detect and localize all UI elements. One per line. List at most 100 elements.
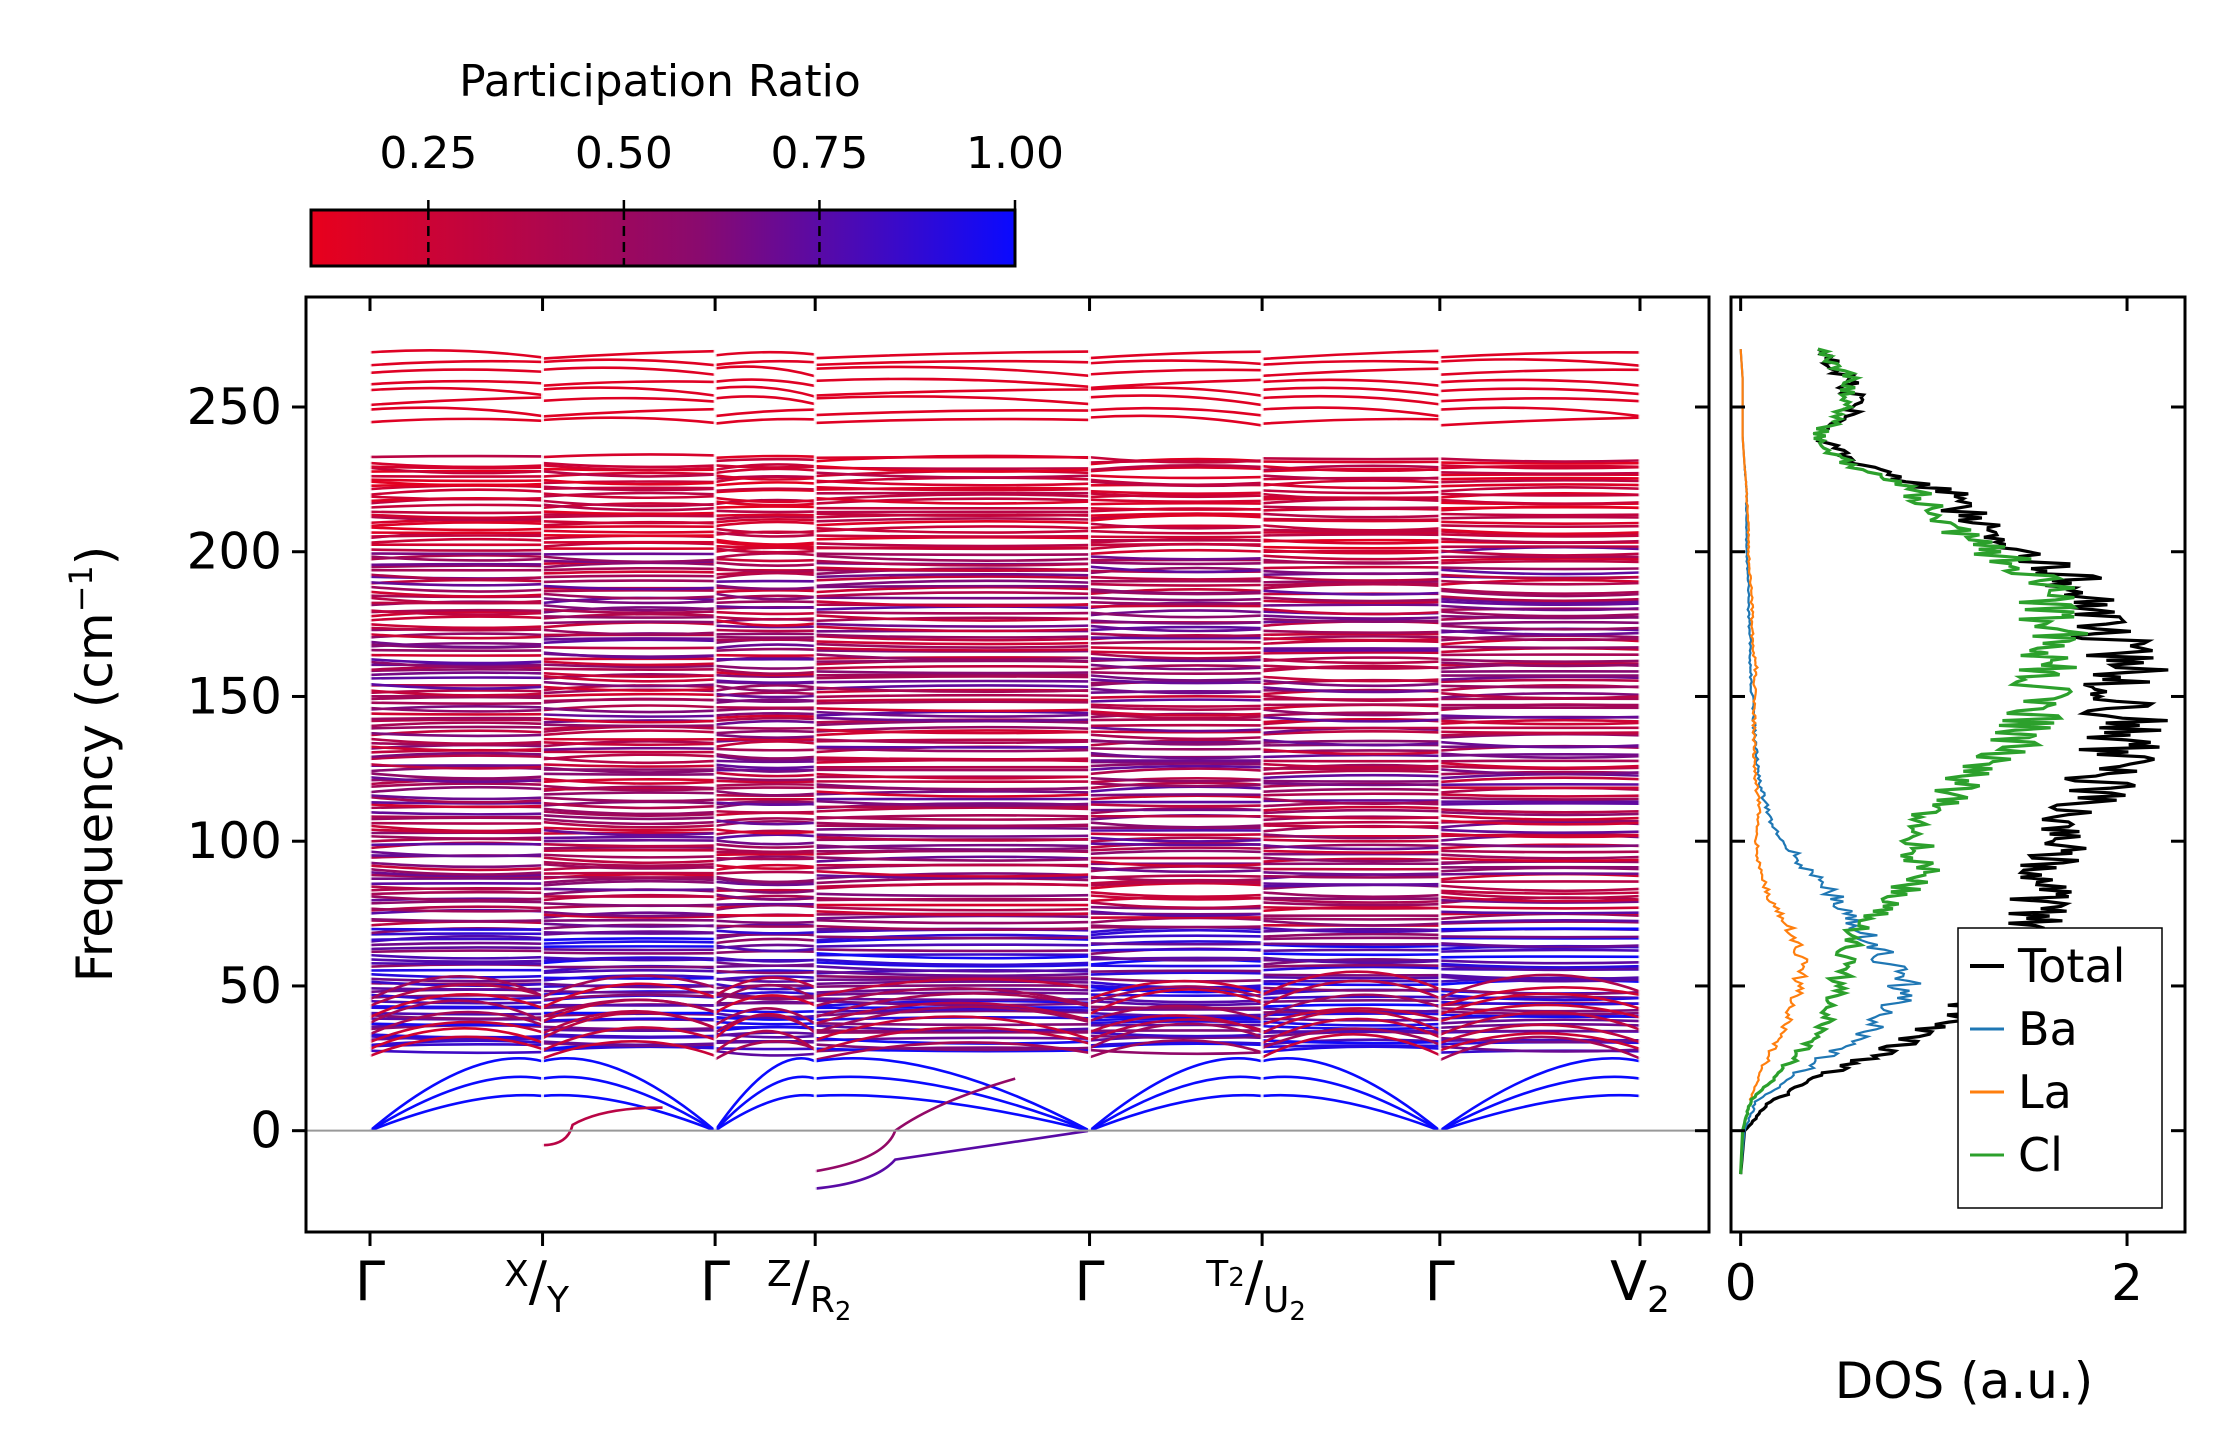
- phonon-band: [1262, 748, 1440, 756]
- phonon-band: [714, 552, 816, 560]
- phonon-band: [1089, 474, 1263, 480]
- phonon-band-flat: [815, 359, 1090, 367]
- phonon-band-flat: [1089, 406, 1263, 417]
- k-point-label: V2: [1610, 1250, 1670, 1321]
- phonon-band: [369, 946, 543, 951]
- phonon-band: [369, 993, 543, 1001]
- phonon-band: [1262, 982, 1440, 987]
- phonon-band: [1439, 884, 1641, 893]
- phonon-band: [369, 725, 543, 730]
- phonon-band: [815, 918, 1090, 925]
- acoustic-branch: [542, 1075, 716, 1132]
- phonon-band: [1089, 803, 1263, 808]
- ylabel-main: Frequency (cm: [66, 612, 124, 982]
- phonon-band: [714, 754, 816, 762]
- acoustic-branch: [1088, 1057, 1263, 1132]
- phonon-band: [1439, 964, 1641, 972]
- phonon-band: [542, 853, 716, 859]
- phonon-band-flat: [369, 349, 543, 359]
- phonon-band: [542, 937, 716, 942]
- phonon-band: [1262, 808, 1440, 815]
- phonon-band: [1439, 483, 1641, 488]
- phonon-band-flat: [815, 388, 1090, 397]
- phonon-band: [1439, 740, 1641, 749]
- colorbar: Participation Ratio 0.25 0.50 0.75 1.00: [309, 56, 1064, 268]
- phonon-band: [714, 463, 816, 472]
- phonon-band: [714, 894, 816, 901]
- phonon-band: [1439, 761, 1641, 770]
- phonon-band: [369, 958, 543, 964]
- phonon-band: [1089, 1015, 1263, 1019]
- phonon-band-flat: [1439, 358, 1641, 367]
- phonon-band: [369, 590, 543, 598]
- phonon-band: [369, 731, 543, 738]
- phonon-band: [714, 692, 816, 699]
- phonon-band: [542, 1017, 716, 1022]
- phonon-band: [1261, 607, 1440, 616]
- phonon-band: [714, 944, 816, 953]
- phonon-band: [815, 1043, 1090, 1052]
- phonon-band-flat: [1262, 378, 1440, 387]
- phonon-band: [369, 495, 543, 501]
- phonon-band: [815, 965, 1090, 973]
- phonon-band: [1089, 604, 1263, 608]
- phonon-band: [1439, 515, 1641, 520]
- phonon-band: [1262, 548, 1440, 555]
- phonon-band: [1439, 476, 1641, 481]
- acoustic-branch: [369, 1093, 543, 1132]
- phonon-band: [1089, 764, 1263, 771]
- phonon-band: [369, 658, 543, 665]
- phonon-band-low-optical: [369, 1020, 543, 1044]
- phonon-band: [1261, 708, 1440, 717]
- phonon-band: [542, 791, 716, 796]
- phonon-band-flat: [369, 379, 543, 386]
- phonon-band: [542, 646, 716, 650]
- acoustic-branch: [1261, 1057, 1441, 1132]
- phonon-band: [714, 893, 816, 901]
- phonon-band: [542, 529, 716, 534]
- phonon-band: [1439, 948, 1641, 953]
- phonon-band: [542, 746, 716, 751]
- phonon-band: [369, 785, 543, 794]
- phonon-band: [1262, 963, 1440, 968]
- phonon-band-low-optical: [1089, 979, 1263, 1001]
- phonon-band-flat: [542, 396, 716, 403]
- phonon-band: [369, 668, 543, 673]
- phonon-band: [542, 685, 716, 692]
- phonon-band: [542, 763, 716, 768]
- phonon-band: [369, 927, 543, 931]
- phonon-band: [1439, 486, 1641, 493]
- phonon-band: [542, 453, 716, 459]
- phonon-band: [542, 499, 716, 508]
- colorbar-tick-label: 1.00: [966, 128, 1064, 179]
- phonon-band-flat: [1089, 386, 1263, 397]
- phonon-band: [1089, 698, 1263, 703]
- phonon-band: [714, 886, 816, 894]
- phonon-band-low-optical: [1261, 1009, 1441, 1035]
- phonon-band-low-optical: [1439, 1035, 1641, 1062]
- phonon-band: [369, 488, 543, 497]
- phonon-band: [542, 807, 716, 816]
- phonon-band: [714, 566, 816, 574]
- phonon-band: [1262, 637, 1440, 642]
- phonon-band: [542, 838, 716, 843]
- phonon-band: [1439, 768, 1641, 776]
- phonon-band: [1089, 969, 1263, 974]
- phonon-band: [1262, 882, 1440, 886]
- phonon-band: [815, 485, 1090, 492]
- phonon-band: [1261, 523, 1440, 532]
- phonon-band-flat: [1262, 406, 1441, 418]
- phonon-band-low-optical: [542, 974, 716, 999]
- phonon-band: [542, 982, 716, 989]
- phonon-band: [815, 686, 1090, 693]
- phonon-band: [1262, 558, 1440, 565]
- phonon-band: [1089, 664, 1263, 671]
- phonon-band: [542, 660, 716, 667]
- phonon-band: [542, 638, 716, 645]
- phonon-band: [369, 513, 543, 520]
- phonon-band: [1089, 455, 1263, 464]
- phonon-band: [542, 478, 716, 486]
- phonon-band: [369, 885, 543, 891]
- phonon-band: [714, 839, 816, 846]
- phonon-band: [369, 1004, 543, 1009]
